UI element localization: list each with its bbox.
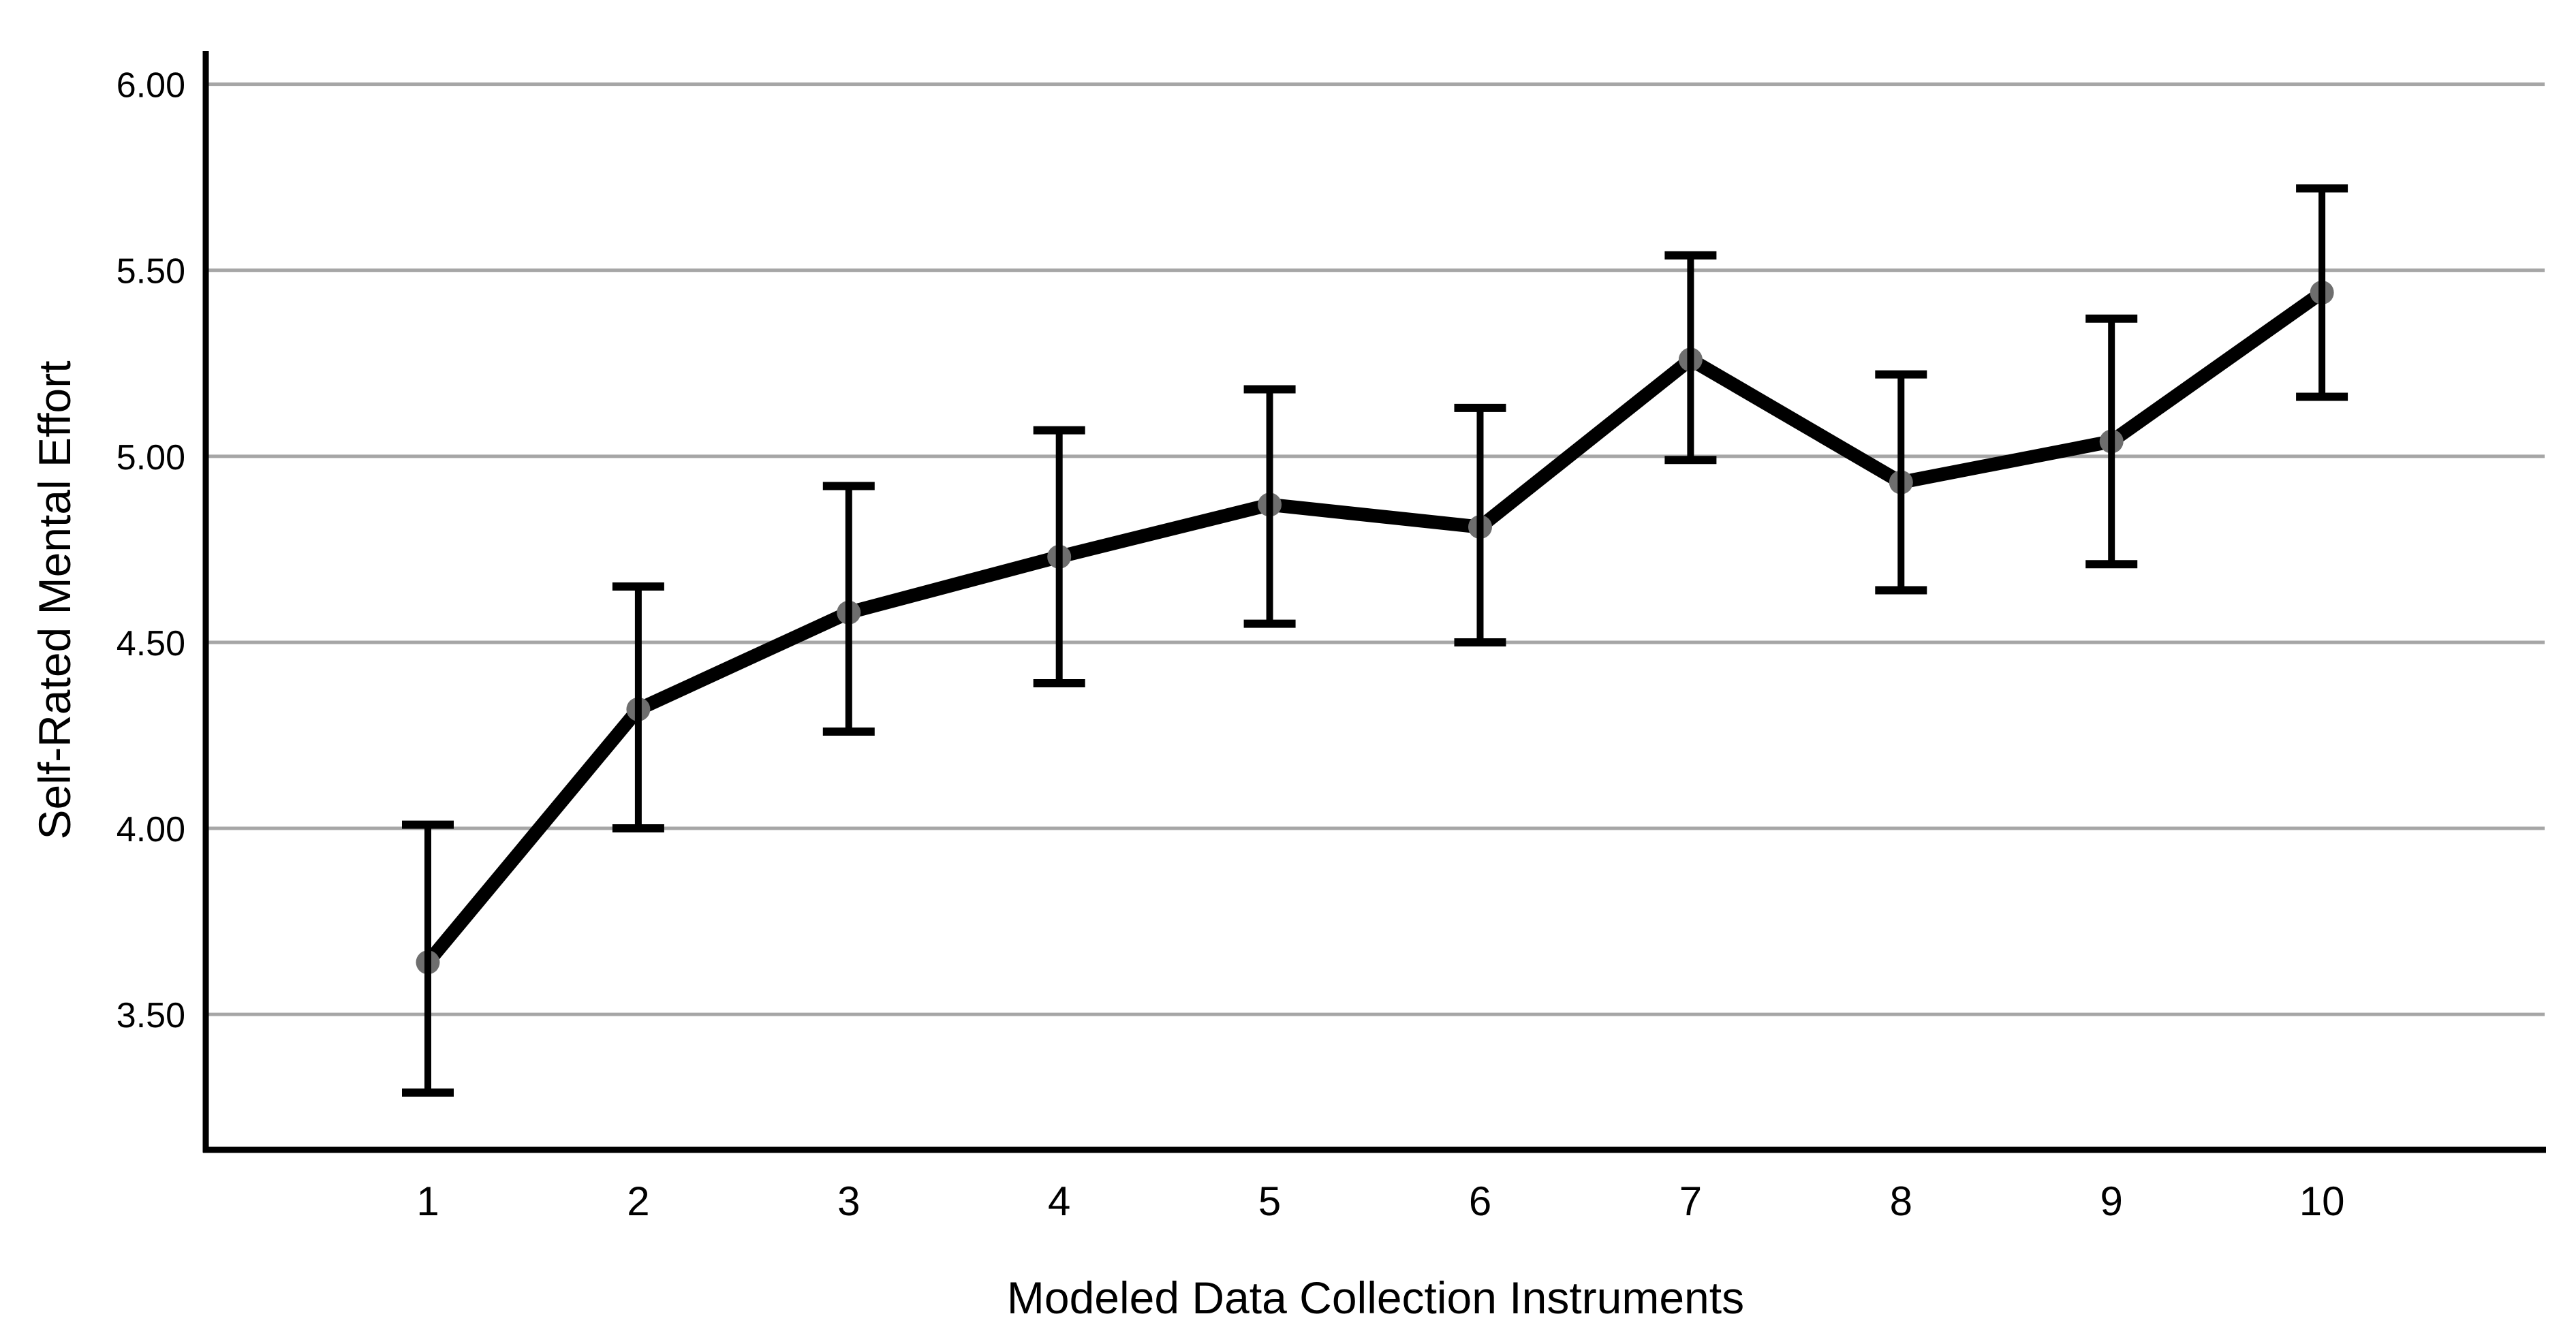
x-tick-label: 5 xyxy=(1258,1178,1281,1224)
y-tick-label: 5.50 xyxy=(117,252,185,292)
x-tick-label: 3 xyxy=(837,1178,860,1224)
x-tick-label: 6 xyxy=(1469,1178,1491,1224)
x-axis-title: Modeled Data Collection Instruments xyxy=(1006,1272,1745,1323)
series-line xyxy=(422,287,2326,967)
x-tick-label: 9 xyxy=(2100,1178,2123,1224)
y-tick-label: 3.50 xyxy=(117,996,185,1035)
y-tick-label: 4.50 xyxy=(117,624,185,663)
x-tick-label: 7 xyxy=(1679,1178,1702,1224)
x-tick-label: 8 xyxy=(1890,1178,1912,1224)
x-tick-label: 2 xyxy=(627,1178,649,1224)
y-axis-title: Self-Rated Mental Effort xyxy=(29,360,80,840)
x-tick-label: 1 xyxy=(416,1178,439,1224)
x-tick-label: 4 xyxy=(1048,1178,1070,1224)
y-tick-label: 6.00 xyxy=(117,66,185,106)
y-tick-label: 4.00 xyxy=(117,810,185,849)
x-tick-label: 10 xyxy=(2299,1178,2345,1224)
y-tick-label: 5.00 xyxy=(117,438,185,478)
